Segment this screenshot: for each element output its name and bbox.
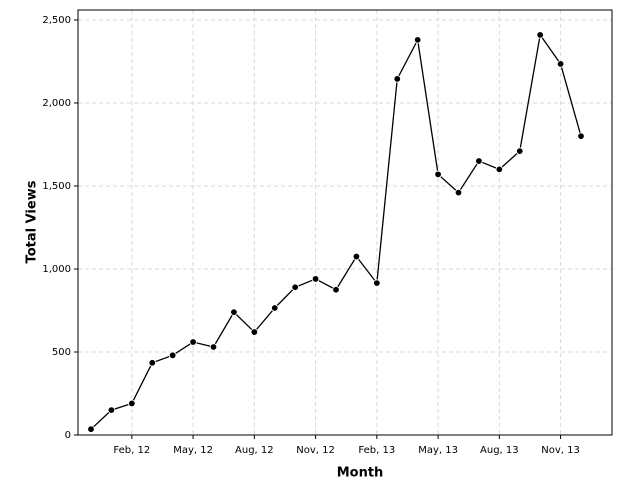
point [87,425,95,433]
x-tick-label: Nov, 13 [541,445,580,456]
point [352,252,361,261]
x-tick-label: May, 13 [418,445,458,456]
point [393,75,401,83]
x-tick-label: Feb, 12 [113,445,150,456]
point [475,157,483,165]
point [536,31,544,39]
point [128,399,136,408]
point [434,170,442,179]
plot-frame [77,9,613,436]
y-tick-label: 0 [65,430,71,441]
x-tick-label: Nov, 12 [296,445,335,456]
line [90,33,582,430]
x-tick-label: Aug, 13 [480,445,519,456]
point [311,275,320,283]
point [495,165,504,174]
point [230,308,238,316]
point [413,36,422,44]
point [271,304,279,312]
x-tick-label: Aug, 12 [235,445,274,456]
point [291,283,299,291]
point [107,406,116,414]
point [250,328,259,336]
y-tick-label: 2,500 [42,15,71,26]
point [189,338,197,346]
point [373,279,381,287]
y-tick-label: 1,500 [42,181,71,192]
point [454,188,463,197]
y-tick-label: 2,000 [42,98,71,109]
x-axis-title: Month [337,466,384,481]
point [577,132,585,140]
y-axis-title: Total Views [25,180,40,263]
y-tick-label: 1,000 [42,264,71,275]
x-tick-label: May, 12 [173,445,213,456]
point [516,147,524,155]
y-tick-label: 500 [52,347,71,358]
point [556,60,565,68]
point [148,359,156,367]
point [209,343,218,351]
point [332,286,340,294]
point [168,351,177,360]
x-tick-label: Feb, 13 [358,445,395,456]
